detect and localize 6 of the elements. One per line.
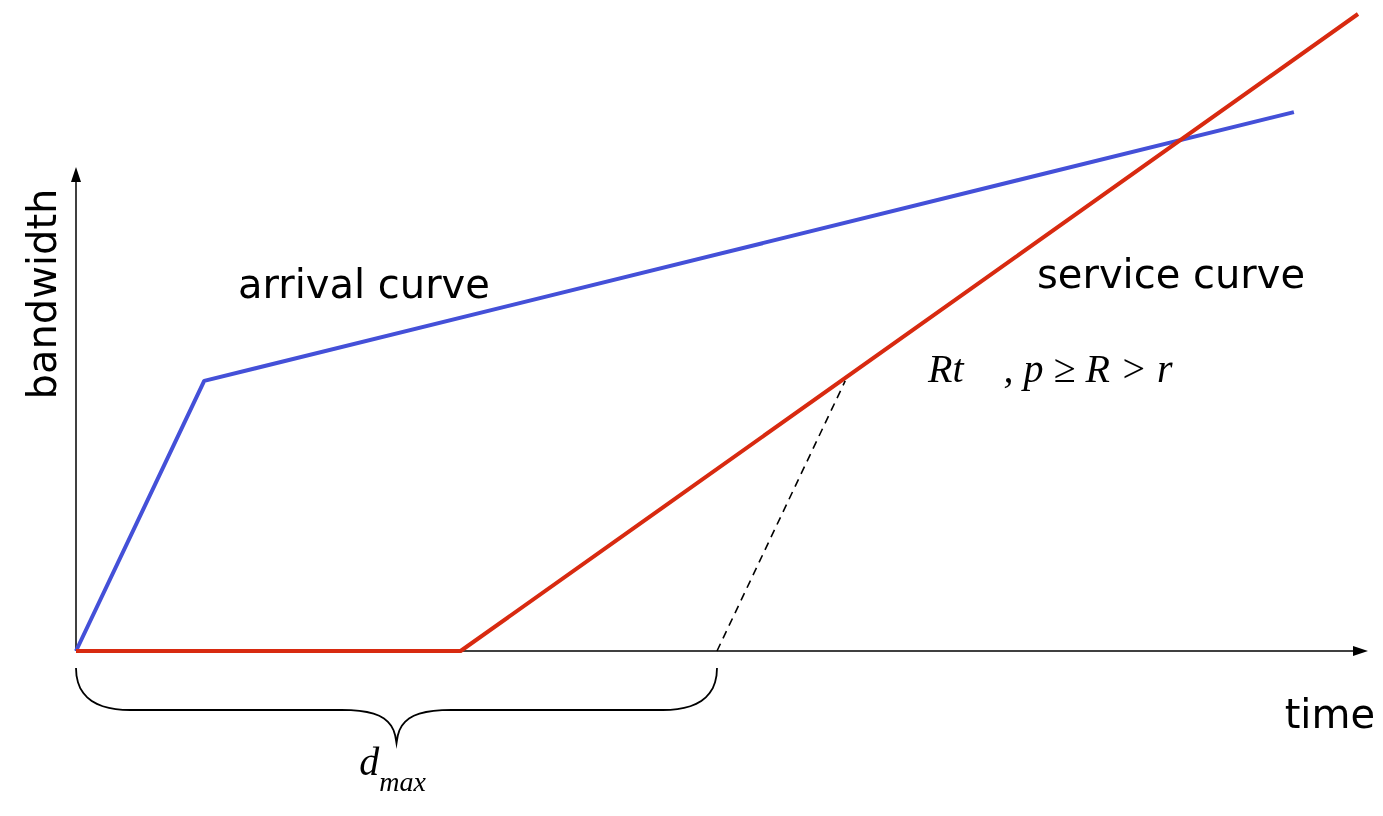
annotation: Rt , p ≥ R > r bbox=[927, 346, 1173, 391]
x-axis-title: time bbox=[1284, 691, 1375, 737]
series-label: arrival curve bbox=[238, 261, 490, 307]
series-label: service curve bbox=[1037, 251, 1306, 297]
text: d$_{max}$ bbox=[359, 739, 427, 797]
y-axis-title: bandwidth bbox=[19, 188, 65, 400]
